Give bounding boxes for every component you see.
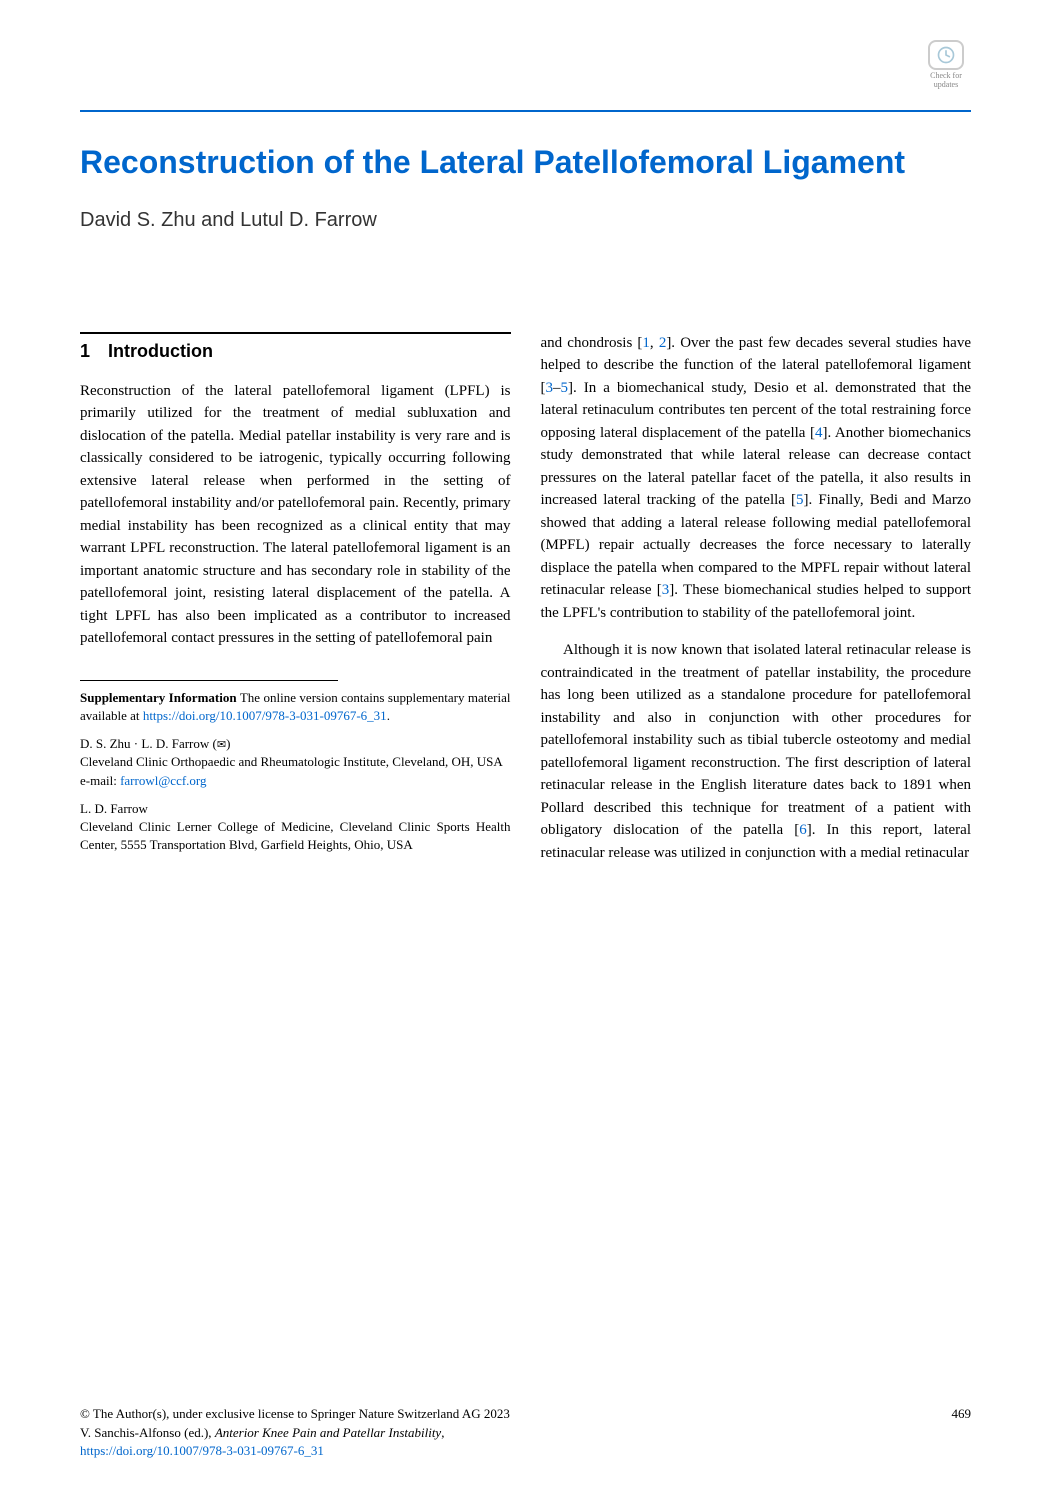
editor: V. Sanchis-Alfonso (ed.), — [80, 1425, 215, 1440]
check-updates-label: Check for updates — [930, 72, 962, 90]
section-number: 1 — [80, 338, 90, 365]
ref-1[interactable]: 1 — [642, 335, 650, 351]
page-number: 469 — [952, 1405, 972, 1460]
check-updates-icon — [928, 40, 964, 70]
aff2-text: Cleveland Clinic Lerner College of Medic… — [80, 819, 511, 852]
right-para1: and chondrosis [1, 2]. Over the past few… — [541, 332, 972, 625]
ref-6[interactable]: 6 — [799, 822, 807, 838]
affiliation-2: L. D. Farrow Cleveland Clinic Lerner Col… — [80, 800, 511, 855]
section-title: Introduction — [108, 338, 213, 365]
right-para2: Although it is now known that isolated l… — [541, 639, 972, 864]
aff2-author: L. D. Farrow — [80, 801, 148, 816]
supplementary-link[interactable]: https://doi.org/10.1007/978-3-031-09767-… — [143, 708, 387, 723]
left-column: 1 Introduction Reconstruction of the lat… — [80, 332, 511, 880]
supplementary-label: Supplementary Information — [80, 690, 237, 705]
affiliation-1: D. S. Zhu · L. D. Farrow (✉) Cleveland C… — [80, 735, 511, 790]
book-title: Anterior Knee Pain and Patellar Instabil… — [215, 1425, 441, 1440]
ref-5b[interactable]: 5 — [796, 492, 804, 508]
aff1-email[interactable]: farrowl@ccf.org — [120, 773, 206, 788]
content-columns: 1 Introduction Reconstruction of the lat… — [80, 332, 971, 880]
authors: David S. Zhu and Lutul D. Farrow — [80, 209, 971, 232]
footer-left: © The Author(s), under exclusive license… — [80, 1405, 952, 1460]
aff1-authors: D. S. Zhu · L. D. Farrow ( — [80, 736, 217, 751]
chapter-title: Reconstruction of the Lateral Patellofem… — [80, 142, 971, 184]
ref-5[interactable]: 5 — [561, 380, 569, 396]
page-footer: © The Author(s), under exclusive license… — [80, 1405, 971, 1460]
intro-paragraph: Reconstruction of the lateral patellofem… — [80, 380, 511, 650]
aff1-text: Cleveland Clinic Orthopaedic and Rheumat… — [80, 754, 503, 769]
aff1-close: ) — [226, 736, 230, 751]
footnote-divider — [80, 680, 338, 681]
check-for-updates-badge[interactable]: Check for updates — [921, 40, 971, 90]
right-column: and chondrosis [1, 2]. Over the past few… — [541, 332, 972, 880]
envelope-icon: ✉ — [217, 739, 226, 751]
ref-3[interactable]: 3 — [546, 380, 554, 396]
header-divider — [80, 110, 971, 112]
aff1-email-label: e-mail: — [80, 773, 120, 788]
footer-doi[interactable]: https://doi.org/10.1007/978-3-031-09767-… — [80, 1443, 324, 1458]
copyright: © The Author(s), under exclusive license… — [80, 1406, 510, 1421]
section-heading: 1 Introduction — [80, 332, 511, 365]
supplementary-info: Supplementary Information The online ver… — [80, 689, 511, 725]
